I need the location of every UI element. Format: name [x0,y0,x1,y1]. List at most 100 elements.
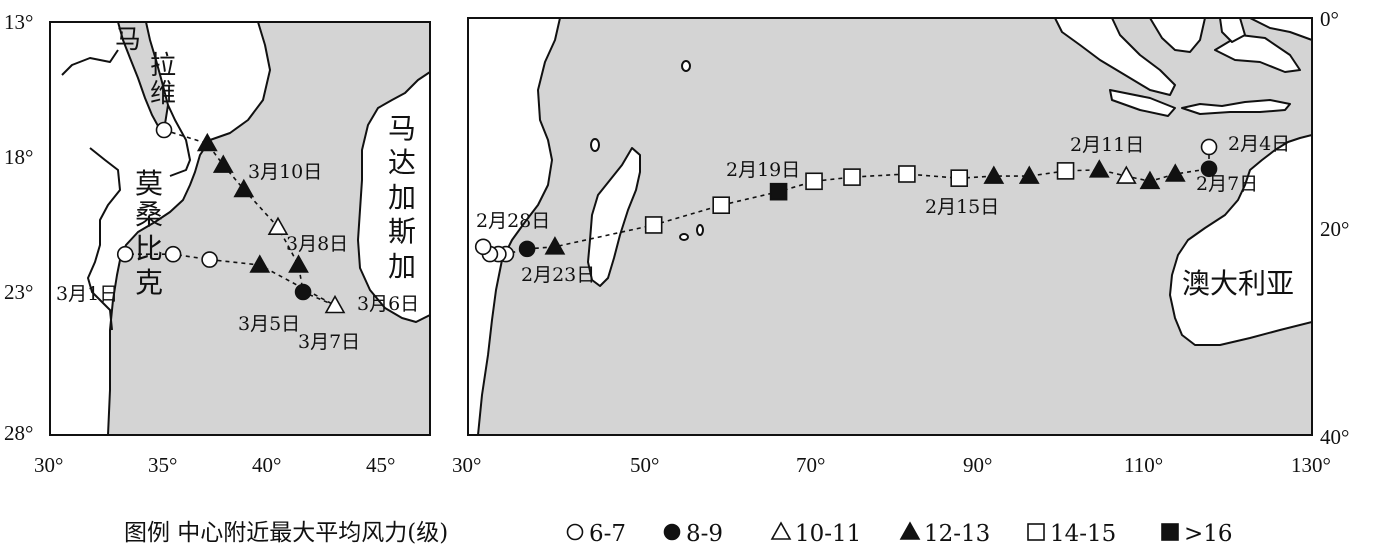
legend-items: 6-7 8-9 10-11 12-13 14-15 >16 [566,521,1233,547]
left-track-marker-1 [196,132,218,152]
left-lat-tick-28: 28° [4,421,33,445]
right-track-marker-9 [950,169,969,187]
border-line-2 [167,104,191,177]
right-track-markers [474,138,1218,263]
right-track-marker-5 [1088,159,1110,178]
date-label-feb28: 2月28日 [476,210,550,232]
legend-label-5: >16 [1184,521,1233,547]
right-lon-tick-50: 50° [630,453,659,477]
left-africa-land [50,22,271,435]
left-track-marker-10 [164,245,182,263]
legend-symbol-filled-square [1161,523,1179,541]
right-track-marker-8 [983,165,1005,184]
left-map-frame [49,21,431,436]
left-track-marker-9 [201,251,218,268]
legend-symbol-open-triangle [770,521,792,540]
date-label-mar5: 3月5日 [238,313,300,335]
right-lesser-sunda [1181,99,1291,115]
date-label-mar10: 3月10日 [248,161,322,183]
left-track-marker-4 [267,216,289,235]
right-track-marker-3 [1139,170,1161,190]
right-lon-tick-130: 130° [1291,453,1331,477]
left-lat-tick-18: 18° [4,145,33,169]
right-borneo-land [1149,18,1206,53]
legend-label-0: 6-7 [589,521,626,547]
right-track-marker-13 [769,182,788,201]
right-newguinea-land [1249,18,1312,41]
right-track-marker-4 [1115,165,1137,184]
date-label-feb4: 2月4日 [1228,133,1290,155]
left-track-marker-11 [116,245,134,263]
legend: 图例 中心附近最大平均风力(级) 6-7 8-9 10-11 12-13 14-15 >1… [124,520,1233,547]
right-east-islands [1214,34,1301,73]
right-track-marker-12 [805,172,823,191]
right-lat-tick-0: 0° [1320,7,1339,31]
label-malawi-2: 拉 [150,51,176,81]
left-track-marker-0 [155,121,173,139]
right-track-marker-6 [1056,162,1075,180]
left-lon-tick-30: 30° [34,453,63,477]
right-track-marker-7 [1018,165,1040,184]
right-lon-tick-30: 30° [452,453,481,477]
legend-symbol-filled-circle [663,523,681,541]
label-madagascar-5: 加 [388,250,416,283]
right-track-marker-15 [644,216,663,234]
left-lat-tick-23: 23° [4,280,33,304]
right-lon-tick-110: 110° [1124,453,1163,477]
left-track-marker-2 [212,154,234,173]
left-lon-tick-40: 40° [252,453,281,477]
right-track-marker-11 [843,168,861,186]
left-track-marker-7 [324,294,346,314]
right-track-path [482,147,1210,255]
right-map-frame [467,17,1313,436]
label-australia: 澳大利亚 [1182,267,1294,300]
right-lat-tick-40: 40° [1320,425,1349,449]
left-track-markers [116,121,346,314]
border-line-1 [61,49,119,76]
right-madagascar-land [587,147,641,287]
island-2 [590,138,600,152]
right-track-marker-16 [544,236,566,255]
right-track-marker-17 [518,240,536,258]
date-label-feb23: 2月23日 [521,264,595,286]
legend-symbol-filled-triangle [899,521,921,540]
date-label-feb11: 2月11日 [1070,134,1144,156]
island-4 [679,233,689,241]
border-line-3 [87,147,121,331]
label-malawi-3: 维 [150,79,176,109]
label-mozambique-2: 桑 [135,198,163,231]
right-track-marker-1 [1200,160,1218,178]
right-lon-tick-90: 90° [963,453,992,477]
legend-title: 图例 中心附近最大平均风力(级) [124,520,448,546]
left-lon-tick-35: 35° [148,453,177,477]
label-madagascar-4: 斯 [388,215,416,248]
left-lat-tick-13: 13° [4,10,33,34]
legend-label-3: 12-13 [924,521,990,547]
right-lon-tick-70: 70° [796,453,825,477]
right-track-marker-10 [898,165,916,183]
island-3 [696,224,704,236]
label-mozambique-3: 比 [135,232,163,265]
left-track-marker-8 [249,254,271,273]
label-madagascar-3: 加 [388,181,416,214]
date-label-mar1: 3月1日 [56,283,118,305]
legend-label-1: 8-9 [686,521,723,547]
left-madagascar-land [357,22,430,435]
right-map: 0° 20° 40° 30° 50° 70° 90° 110° 130° 澳大利… [452,7,1349,477]
island-1 [681,60,691,72]
right-australia-land [1169,134,1312,346]
date-label-mar7: 3月7日 [298,331,360,353]
right-lat-tick-20: 20° [1320,217,1349,241]
left-map: 13° 18° 23° 28° 30° 35° 40° 45° 马 拉 维 莫 … [4,10,431,477]
right-africa-land [468,18,561,435]
left-lon-tick-45: 45° [366,453,395,477]
legend-symbol-open-circle [566,523,584,541]
date-label-feb19: 2月19日 [726,159,800,181]
date-label-mar6: 3月6日 [357,293,419,315]
right-track-marker-14 [712,196,731,214]
legend-label-4: 14-15 [1050,521,1116,547]
label-madagascar-2: 达 [388,146,416,179]
legend-label-2: 10-11 [795,521,861,547]
label-malawi-1: 马 [115,25,141,55]
